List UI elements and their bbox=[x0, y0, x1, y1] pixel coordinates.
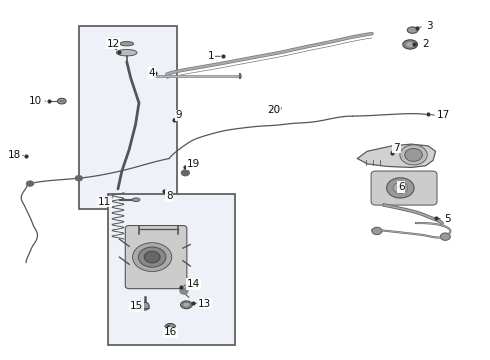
Text: 8: 8 bbox=[166, 191, 172, 201]
Circle shape bbox=[405, 148, 422, 161]
Circle shape bbox=[393, 183, 408, 193]
Circle shape bbox=[139, 247, 166, 267]
Ellipse shape bbox=[407, 27, 418, 33]
Circle shape bbox=[372, 227, 382, 234]
Ellipse shape bbox=[406, 41, 415, 47]
Ellipse shape bbox=[180, 301, 192, 309]
Circle shape bbox=[441, 233, 450, 240]
Text: 5: 5 bbox=[444, 215, 451, 224]
Text: 6: 6 bbox=[398, 182, 405, 192]
Text: 20: 20 bbox=[267, 105, 280, 115]
Text: 10: 10 bbox=[29, 96, 43, 106]
Circle shape bbox=[26, 181, 33, 186]
Text: 1: 1 bbox=[207, 51, 214, 61]
Ellipse shape bbox=[273, 107, 279, 110]
Ellipse shape bbox=[270, 105, 281, 112]
Text: 12: 12 bbox=[106, 39, 120, 49]
Text: 4: 4 bbox=[149, 68, 155, 78]
Ellipse shape bbox=[165, 323, 175, 330]
Ellipse shape bbox=[117, 49, 137, 56]
Ellipse shape bbox=[183, 302, 190, 307]
Ellipse shape bbox=[167, 325, 173, 329]
Text: 16: 16 bbox=[164, 327, 177, 337]
Text: 17: 17 bbox=[437, 111, 450, 121]
Bar bbox=[108, 194, 235, 345]
Polygon shape bbox=[357, 144, 436, 167]
Ellipse shape bbox=[132, 198, 140, 202]
Circle shape bbox=[75, 176, 82, 181]
Circle shape bbox=[180, 288, 188, 294]
Text: 7: 7 bbox=[393, 143, 400, 153]
Circle shape bbox=[181, 170, 189, 176]
FancyBboxPatch shape bbox=[125, 226, 187, 289]
Circle shape bbox=[400, 145, 427, 165]
Text: 13: 13 bbox=[198, 299, 212, 309]
Ellipse shape bbox=[141, 302, 149, 310]
Ellipse shape bbox=[57, 98, 66, 104]
Text: 11: 11 bbox=[98, 197, 111, 207]
Text: 14: 14 bbox=[187, 279, 200, 289]
FancyBboxPatch shape bbox=[371, 171, 437, 205]
Ellipse shape bbox=[403, 40, 417, 49]
Circle shape bbox=[387, 178, 414, 198]
Text: 9: 9 bbox=[176, 111, 182, 121]
Text: 15: 15 bbox=[130, 301, 143, 311]
Text: 18: 18 bbox=[8, 150, 21, 160]
Ellipse shape bbox=[120, 41, 134, 46]
Text: 2: 2 bbox=[422, 39, 429, 49]
Bar bbox=[79, 26, 176, 209]
Circle shape bbox=[133, 243, 172, 271]
Text: 19: 19 bbox=[187, 159, 200, 169]
Text: 3: 3 bbox=[426, 21, 433, 31]
Circle shape bbox=[145, 251, 160, 263]
Circle shape bbox=[272, 106, 279, 111]
